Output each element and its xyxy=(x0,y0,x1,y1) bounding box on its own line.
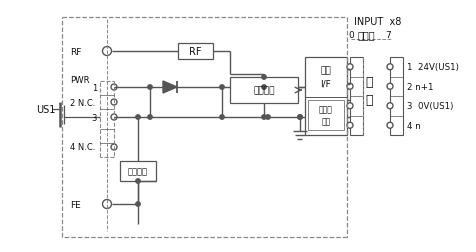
Circle shape xyxy=(102,200,111,209)
Text: PWR: PWR xyxy=(70,75,89,84)
Text: 2 N.C.: 2 N.C. xyxy=(70,98,95,107)
Text: 1: 1 xyxy=(91,83,97,92)
Bar xyxy=(304,58,346,136)
Text: ・・・: ・・・ xyxy=(357,30,375,40)
Circle shape xyxy=(102,47,111,56)
Text: 2 n+1: 2 n+1 xyxy=(406,82,433,91)
Circle shape xyxy=(219,85,224,90)
Circle shape xyxy=(111,100,117,106)
Circle shape xyxy=(261,85,266,90)
Circle shape xyxy=(136,115,140,120)
Circle shape xyxy=(136,202,140,206)
Bar xyxy=(349,58,362,136)
Bar xyxy=(389,58,402,136)
Circle shape xyxy=(346,123,352,129)
Text: INPUT  x8: INPUT x8 xyxy=(353,17,400,27)
Text: I/F: I/F xyxy=(320,79,331,88)
Text: 3  0V(US1): 3 0V(US1) xyxy=(406,102,452,111)
Text: 0: 0 xyxy=(347,30,353,39)
Circle shape xyxy=(346,103,352,109)
Circle shape xyxy=(386,65,392,71)
Circle shape xyxy=(148,115,152,120)
Text: RF: RF xyxy=(70,47,81,56)
Circle shape xyxy=(297,115,302,120)
Text: 7: 7 xyxy=(384,30,390,39)
Text: 4 n: 4 n xyxy=(406,121,420,130)
Circle shape xyxy=(111,115,117,120)
Circle shape xyxy=(111,85,117,91)
Text: 内部回路: 内部回路 xyxy=(253,86,274,95)
Bar xyxy=(229,78,298,104)
Text: RF: RF xyxy=(188,47,201,57)
Circle shape xyxy=(111,144,117,150)
Text: ・: ・ xyxy=(365,93,372,106)
Circle shape xyxy=(346,65,352,71)
Text: 保護: 保護 xyxy=(321,117,330,126)
Circle shape xyxy=(386,103,392,109)
Circle shape xyxy=(219,115,224,120)
Bar xyxy=(307,101,343,131)
Bar xyxy=(120,161,156,181)
Circle shape xyxy=(265,115,269,120)
Text: ・: ・ xyxy=(365,75,372,88)
Text: 1  24V(US1): 1 24V(US1) xyxy=(406,63,458,72)
Circle shape xyxy=(386,84,392,90)
Bar xyxy=(178,44,213,60)
Circle shape xyxy=(148,85,152,90)
Text: 過電流: 過電流 xyxy=(318,105,332,114)
Circle shape xyxy=(136,179,140,183)
Circle shape xyxy=(386,123,392,129)
Text: 3: 3 xyxy=(91,113,97,122)
Circle shape xyxy=(346,84,352,90)
Circle shape xyxy=(297,115,302,120)
Text: 4 N.C.: 4 N.C. xyxy=(70,143,95,152)
Text: フィルタ: フィルタ xyxy=(128,167,148,176)
Text: 入力: 入力 xyxy=(320,66,331,75)
Circle shape xyxy=(261,115,266,120)
Polygon shape xyxy=(163,82,177,94)
Circle shape xyxy=(261,76,266,80)
Text: US1: US1 xyxy=(36,105,55,115)
Text: FE: FE xyxy=(70,200,80,209)
